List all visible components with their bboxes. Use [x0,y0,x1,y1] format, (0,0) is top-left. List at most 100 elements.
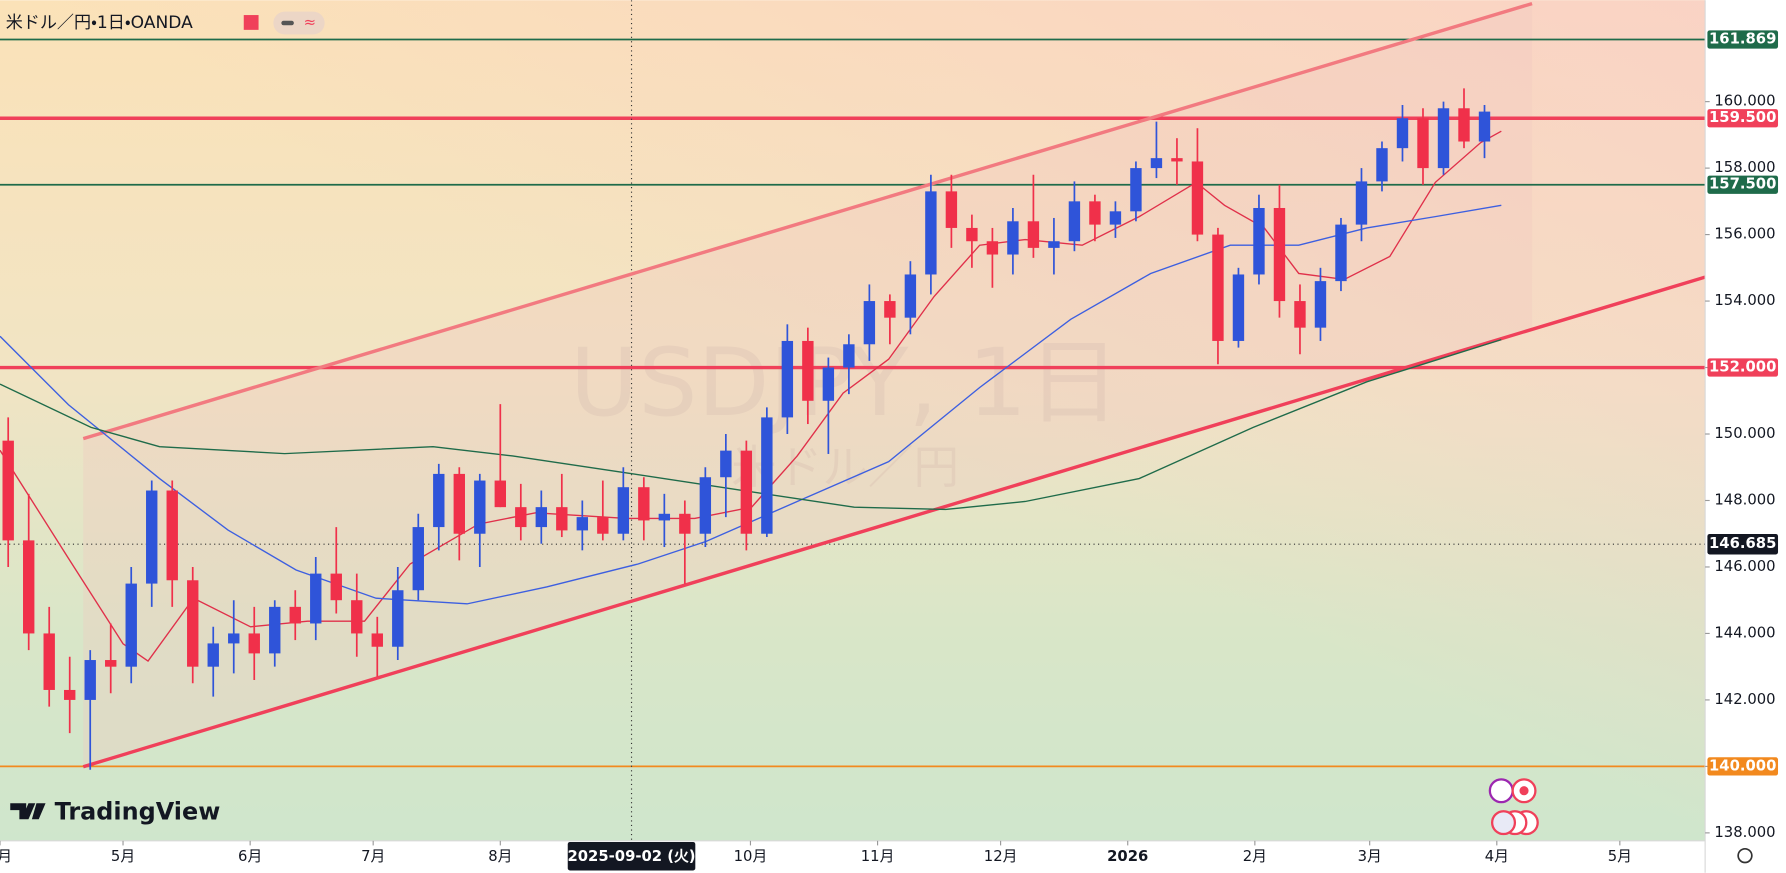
toggle-icon: ≈ [304,14,316,31]
candle-body [781,340,794,418]
candle-body [1191,161,1204,235]
candle-body [1253,207,1265,275]
candle-body [1212,234,1224,341]
candle-body [433,473,445,528]
y-tick-label: 160.000 [1714,93,1775,110]
candle-body [1458,108,1470,142]
event-icon[interactable] [1488,778,1514,804]
candle-body [679,513,691,534]
candle-body [125,583,137,667]
candle-body [638,487,650,521]
candle-body [1396,118,1409,149]
x-tick-label: 3月 [1358,848,1382,865]
crosshair-price-box [1707,533,1779,555]
candle-body [351,600,363,634]
x-tick-label: 2月 [1243,848,1267,865]
y-tick-label: 138.000 [1714,824,1775,841]
candle-body [1232,274,1245,341]
candle-body [740,450,753,534]
candle-body [392,590,404,647]
level-price-box [1707,109,1779,128]
candle-body [904,274,917,318]
candle-body [248,633,260,654]
candle-body [761,417,773,534]
level-price-box [1707,358,1779,377]
crosshair-price-label: 146.685 [1709,535,1776,552]
candle-body [146,490,158,584]
candle-body [166,490,178,581]
x-tick-label: 7月 [361,848,385,865]
x-tick-label: 11月 [861,848,895,865]
candle-body [802,340,814,401]
candle-body [658,513,671,521]
candle-body [966,227,978,242]
y-tick-label: 150.000 [1714,425,1775,442]
candle-body [1007,221,1019,255]
brand-name: TradingView [55,797,221,825]
trend-line [82,1,1533,441]
level-price-box [1707,175,1779,194]
candle-body [64,689,76,700]
candle-body [1130,168,1142,212]
toggle-icon [281,20,294,26]
x-tick-label: 5月 [111,848,135,865]
candle-body [1027,221,1040,248]
candle-body [84,660,96,700]
candle-body [310,573,322,624]
brand-logo [10,803,46,820]
x-tick-label: 12月 [984,848,1018,865]
candle-body [699,477,712,534]
candle-body [556,507,568,531]
candle-body [1273,207,1286,302]
candle-body [1437,108,1450,169]
candle-body [1417,118,1429,169]
candle-body [1478,111,1491,142]
y-tick-label: 144.000 [1714,624,1775,641]
brand: TradingView [10,797,220,825]
candle-body [720,450,732,478]
candle-body [371,633,383,647]
candle-body [1294,301,1306,328]
candle-body [207,643,219,667]
event-icon[interactable] [1490,810,1517,836]
candle-body [1109,211,1122,225]
x-tick-label: 6月 [238,848,262,865]
candle-body [43,633,55,690]
candle-body [453,473,465,534]
candle-body [23,540,35,634]
candle-body [576,517,589,531]
x-tick-label: 10月 [734,848,768,865]
x-tick-label: 4月 [1485,848,1509,865]
moving-average-line [0,130,1502,662]
candle-body [863,301,876,345]
indicator-toggle[interactable] [273,11,325,35]
candle-body [1335,224,1347,282]
candle-body [1068,201,1081,242]
level-price-label: 157.500 [1709,176,1776,193]
candle-body [1150,158,1163,169]
flag-icon[interactable] [243,15,259,30]
candle-body [289,606,301,624]
level-price-label: 140.000 [1709,757,1776,774]
y-tick-label: 146.000 [1714,558,1775,575]
y-tick-label: 158.000 [1714,159,1775,176]
candle-body [884,301,896,318]
candle-body [945,191,958,228]
candle-body [1314,281,1327,328]
x-tick-label: 5月 [1608,848,1632,865]
level-price-box [1707,757,1779,776]
event-icons [1488,778,1539,836]
candle-body [330,573,342,601]
level-price-label: 161.869 [1709,31,1776,48]
candle-body [105,660,117,667]
candle-body [617,487,630,534]
candle-body [269,606,281,654]
level-price-label: 159.500 [1709,109,1776,126]
y-tick-label: 154.000 [1714,292,1775,309]
candle-body [1089,201,1101,225]
settings-icon[interactable] [1737,847,1753,864]
candle-body [228,633,240,644]
